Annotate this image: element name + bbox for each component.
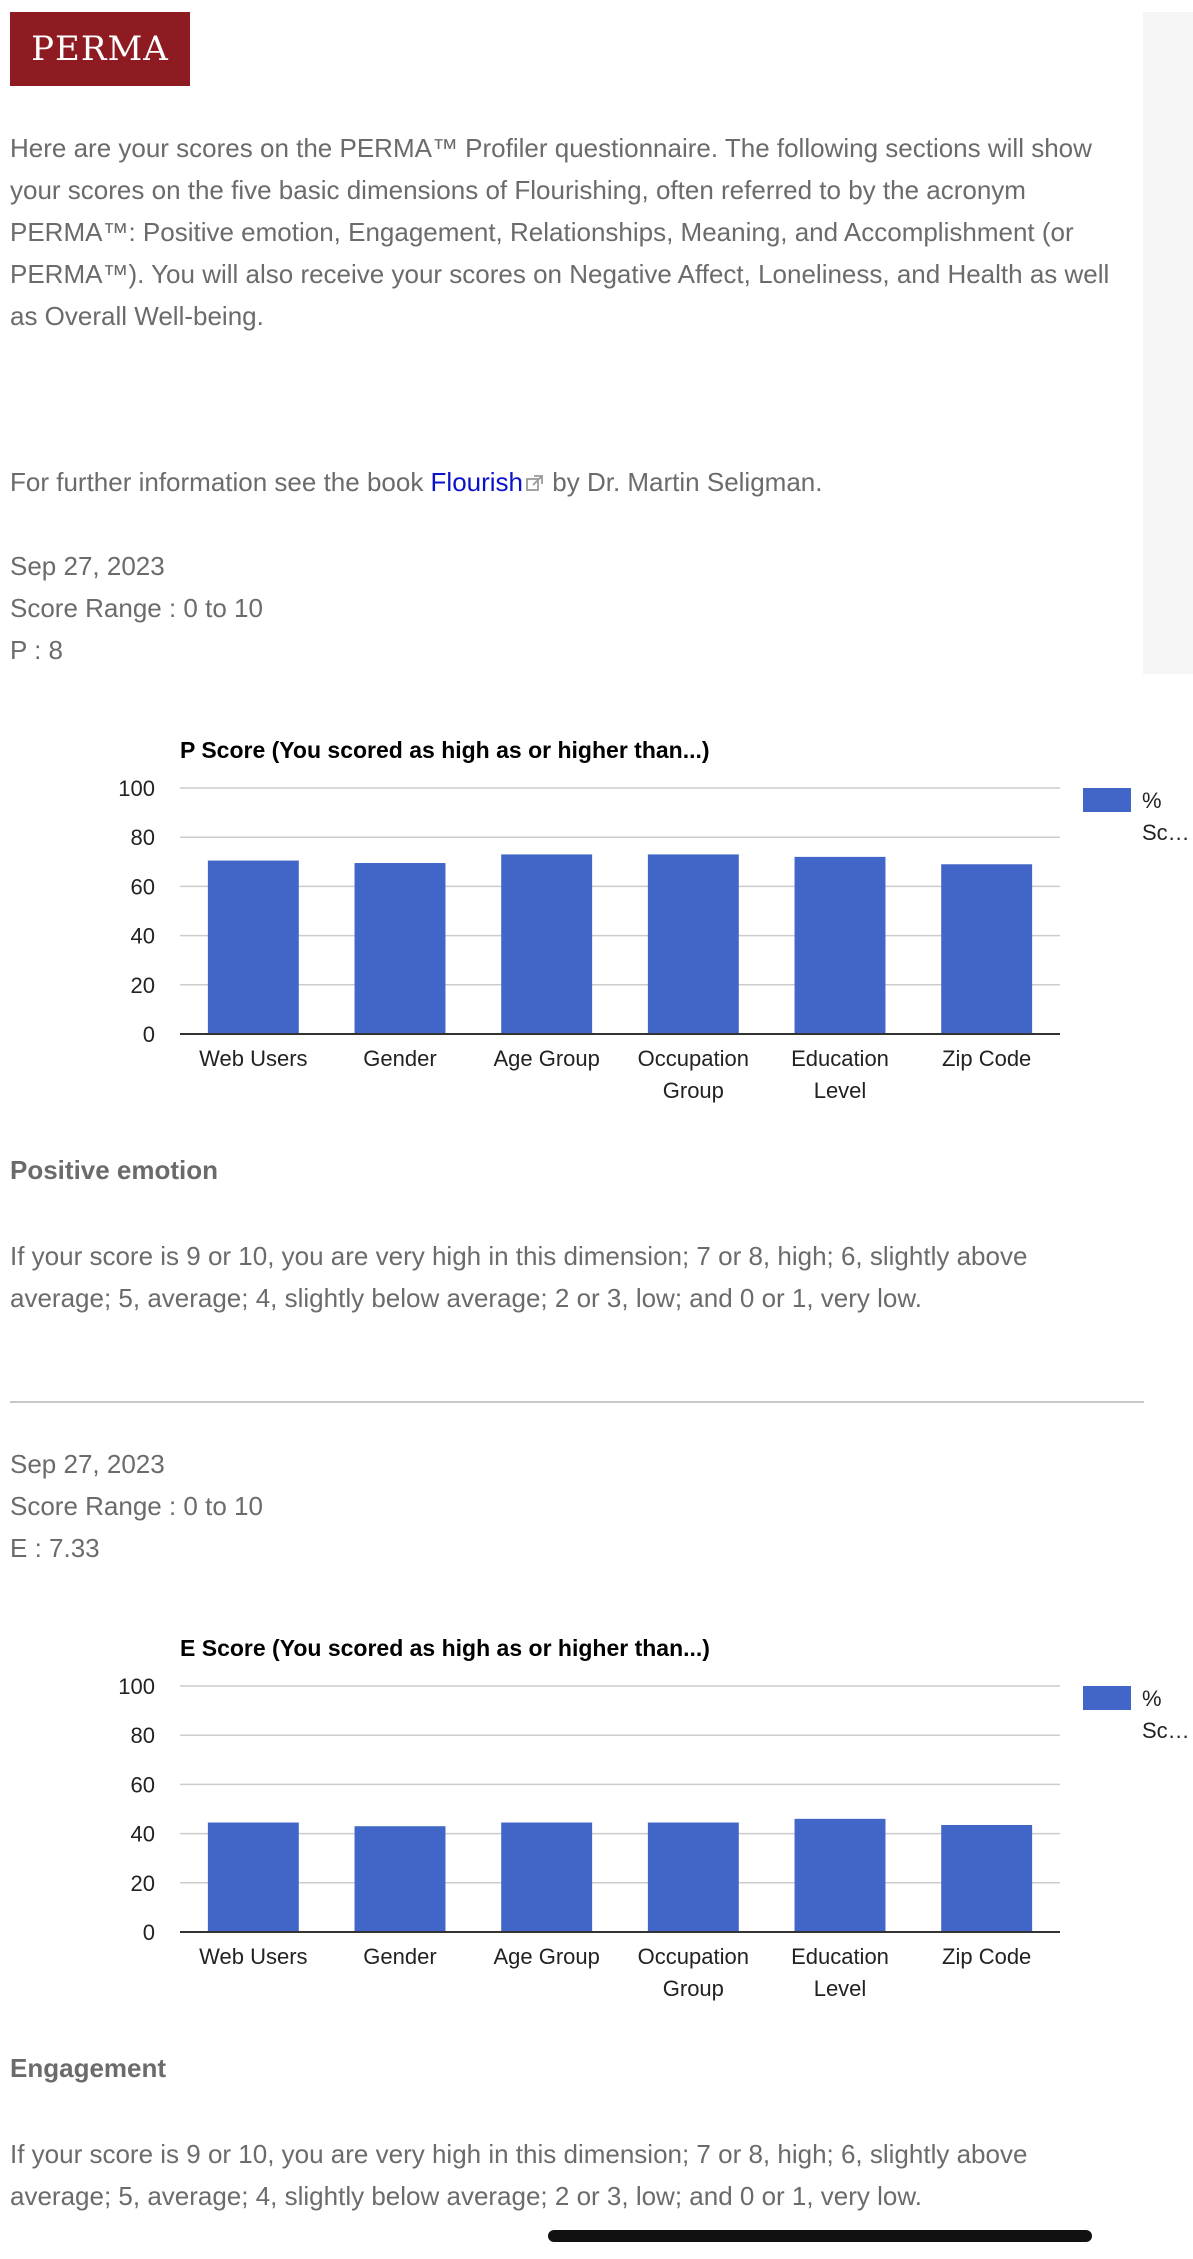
y-tick-label: 80 [131, 825, 155, 850]
chart-title: E Score (You scored as high as or higher… [180, 1635, 710, 1661]
bar [207, 860, 299, 1034]
home-indicator[interactable] [548, 2230, 1092, 2242]
bar [794, 856, 886, 1034]
further-info: For further information see the book Flo… [10, 461, 1130, 505]
x-tick-label: Zip Code [942, 1046, 1031, 1071]
right-panel [1143, 12, 1193, 674]
y-tick-label: 60 [131, 874, 155, 899]
e-date: Sep 27, 2023 [10, 1449, 165, 1479]
y-tick-label: 80 [131, 1723, 155, 1748]
legend-swatch [1083, 788, 1131, 812]
further-info-suffix: by Dr. Martin Seligman. [545, 467, 823, 497]
p-date: Sep 27, 2023 [10, 551, 165, 581]
further-info-prefix: For further information see the book [10, 467, 431, 497]
positive-emotion-heading: Positive emotion [10, 1155, 219, 1185]
y-tick-label: 60 [131, 1772, 155, 1797]
bar [647, 1822, 739, 1932]
bar [501, 854, 593, 1034]
x-tick-label: Occupation [638, 1944, 749, 1969]
x-tick-label: Level [814, 1078, 867, 1103]
flourish-link[interactable]: Flourish [430, 467, 524, 497]
intro-text: Here are your scores on the PERMA™ Profi… [10, 133, 1110, 331]
legend-label-line2: Sc… [1142, 1718, 1190, 1743]
legend-label-line2: Sc… [1142, 820, 1190, 845]
x-tick-label: Gender [363, 1046, 436, 1071]
engagement-heading: Engagement [10, 2053, 167, 2083]
y-tick-label: 20 [131, 973, 155, 998]
bar [941, 1824, 1033, 1932]
x-tick-label: Web Users [199, 1046, 307, 1071]
y-tick-label: 20 [131, 1871, 155, 1896]
x-tick-label: Group [663, 1976, 724, 2001]
legend-swatch [1083, 1686, 1131, 1710]
p-score: P : 8 [10, 635, 64, 665]
e-score-chart: E Score (You scored as high as or higher… [118, 1635, 1190, 2001]
y-tick-label: 0 [143, 1022, 155, 1047]
y-tick-label: 100 [118, 776, 155, 801]
x-tick-label: Education [791, 1944, 889, 1969]
x-tick-label: Age Group [493, 1046, 599, 1071]
p-score-range: Score Range : 0 to 10 [10, 593, 263, 623]
section-divider [10, 1401, 1144, 1403]
e-score: E : 7.33 [10, 1533, 100, 1563]
external-link-icon [525, 463, 545, 505]
bar [354, 863, 446, 1034]
y-tick-label: 100 [118, 1674, 155, 1699]
y-tick-label: 40 [131, 1822, 155, 1847]
x-tick-label: Education [791, 1046, 889, 1071]
bar [207, 1822, 299, 1932]
positive-emotion-description: If your score is 9 or 10, you are very h… [10, 1241, 1028, 1313]
e-score-range: Score Range : 0 to 10 [10, 1491, 263, 1521]
x-tick-label: Web Users [199, 1944, 307, 1969]
x-tick-label: Zip Code [942, 1944, 1031, 1969]
x-tick-label: Gender [363, 1944, 436, 1969]
x-tick-label: Occupation [638, 1046, 749, 1071]
engagement-description: If your score is 9 or 10, you are very h… [10, 2139, 1028, 2211]
bar [647, 854, 739, 1034]
bar [501, 1822, 593, 1932]
chart-title: P Score (You scored as high as or higher… [180, 737, 710, 763]
perma-logo[interactable]: PERMA [10, 12, 190, 86]
x-tick-label: Age Group [493, 1944, 599, 1969]
y-tick-label: 0 [143, 1920, 155, 1945]
x-tick-label: Group [663, 1078, 724, 1103]
legend-label-line1: % [1142, 788, 1162, 813]
legend-label-line1: % [1142, 1686, 1162, 1711]
x-tick-label: Level [814, 1976, 867, 2001]
bar [794, 1818, 886, 1932]
bar [354, 1826, 446, 1932]
y-tick-label: 40 [131, 924, 155, 949]
p-score-chart: P Score (You scored as high as or higher… [118, 737, 1190, 1103]
bar [941, 864, 1033, 1034]
